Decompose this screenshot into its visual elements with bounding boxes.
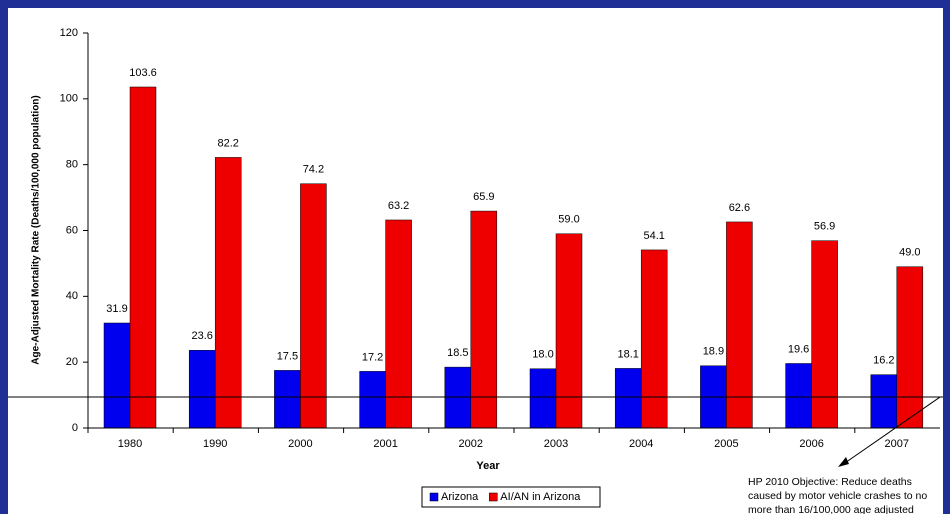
data-label: 63.2 bbox=[388, 200, 409, 212]
x-tick-label: 2007 bbox=[885, 438, 909, 450]
x-tick-label: 2000 bbox=[288, 438, 312, 450]
data-label: 18.9 bbox=[703, 346, 724, 358]
y-tick-label: 0 bbox=[72, 422, 78, 434]
data-label: 56.9 bbox=[814, 221, 835, 233]
x-tick-label: 1990 bbox=[203, 438, 227, 450]
data-label: 18.0 bbox=[532, 349, 553, 361]
data-label: 17.2 bbox=[362, 351, 383, 363]
x-axis-label: Year bbox=[476, 460, 500, 472]
bar bbox=[300, 183, 327, 429]
bar bbox=[726, 221, 753, 429]
x-tick-label: 2002 bbox=[459, 438, 483, 450]
bar bbox=[555, 233, 583, 429]
legend-label: AI/AN in Arizona bbox=[500, 491, 581, 503]
data-label: 49.0 bbox=[899, 247, 920, 259]
data-label: 103.6 bbox=[129, 67, 157, 79]
arrow-head bbox=[838, 457, 849, 467]
data-label: 19.6 bbox=[788, 343, 809, 355]
bar bbox=[103, 322, 131, 429]
data-label: 18.1 bbox=[617, 348, 638, 360]
bar bbox=[614, 368, 642, 429]
annotation-arrow bbox=[841, 396, 941, 466]
data-label: 17.5 bbox=[277, 350, 298, 362]
y-tick-label: 60 bbox=[66, 224, 78, 236]
y-tick-label: 120 bbox=[60, 27, 78, 39]
data-label: 82.2 bbox=[217, 137, 238, 149]
x-tick-label: 1980 bbox=[118, 438, 142, 450]
legend-swatch bbox=[429, 492, 439, 502]
bar bbox=[359, 371, 386, 429]
data-label: 16.2 bbox=[873, 355, 894, 367]
bar bbox=[274, 370, 301, 429]
data-label: 23.6 bbox=[191, 330, 212, 342]
y-tick-label: 20 bbox=[66, 356, 78, 368]
bar bbox=[896, 266, 924, 429]
y-tick-label: 40 bbox=[66, 290, 78, 302]
legend-swatch bbox=[489, 492, 498, 502]
x-tick-label: 2003 bbox=[544, 438, 568, 450]
x-tick-label: 2005 bbox=[714, 438, 738, 450]
bar bbox=[640, 249, 668, 429]
bar bbox=[470, 210, 498, 429]
data-label: 62.6 bbox=[729, 202, 750, 214]
annotation: caused by motor vehicle crashes to no bbox=[748, 490, 927, 502]
x-tick-label: 2006 bbox=[799, 438, 823, 450]
legend-box bbox=[421, 486, 601, 508]
data-label: 59.0 bbox=[558, 214, 579, 226]
annotation: HP 2010 Objective: Reduce deaths bbox=[748, 476, 912, 488]
bar bbox=[214, 157, 242, 429]
data-label: 74.2 bbox=[303, 164, 324, 176]
x-tick-label: 2001 bbox=[373, 438, 397, 450]
data-label: 31.9 bbox=[106, 303, 127, 315]
y-tick-label: 80 bbox=[66, 159, 78, 171]
x-tick-label: 2004 bbox=[629, 438, 653, 450]
data-label: 65.9 bbox=[473, 191, 494, 203]
bar bbox=[188, 350, 216, 429]
data-label: 54.1 bbox=[643, 230, 664, 242]
bar bbox=[811, 240, 838, 429]
legend-label: Arizona bbox=[441, 491, 479, 503]
bar bbox=[385, 219, 412, 429]
bar bbox=[129, 86, 157, 429]
bar bbox=[870, 374, 898, 429]
y-tick-label: 100 bbox=[60, 93, 78, 105]
y-axis-label: Age-Adjusted Mortality Rate (Deaths/100,… bbox=[31, 95, 42, 365]
data-label: 18.5 bbox=[447, 347, 468, 359]
annotation: more than 16/100,000 age adjusted bbox=[748, 504, 914, 514]
bar bbox=[529, 368, 557, 429]
bar bbox=[785, 363, 812, 429]
